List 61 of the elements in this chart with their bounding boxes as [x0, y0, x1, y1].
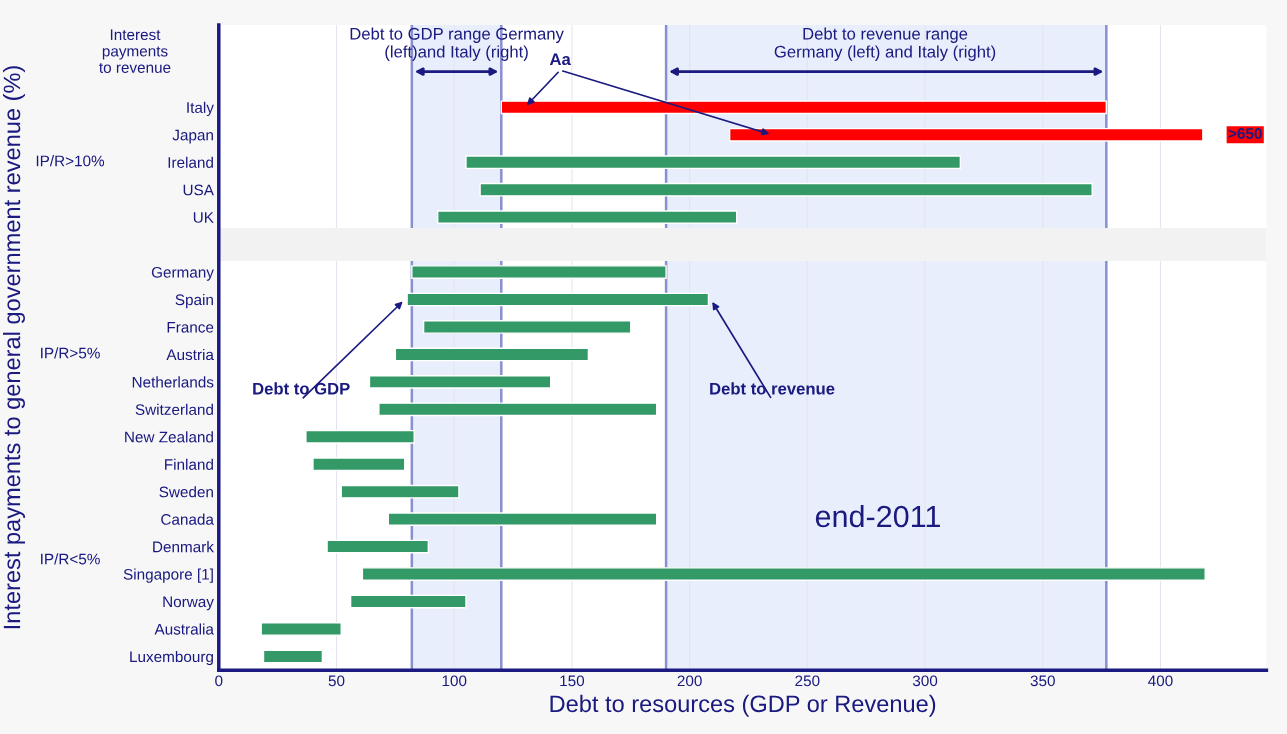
x-tick-label: 250 [795, 675, 820, 687]
y-tick-label: Australia [154, 623, 214, 635]
x-tick-label: 100 [442, 675, 467, 687]
bar [340, 484, 460, 499]
y-tick-label: USA [183, 184, 214, 196]
y-tick-label: Luxembourg [130, 650, 213, 666]
bar [479, 182, 1093, 197]
y-tick-label: Ireland [168, 156, 213, 168]
text: Interest payments to revenue [99, 29, 171, 73]
y-tick-label: Norway [163, 596, 214, 611]
x-tick-label: 300 [912, 675, 938, 687]
bar [349, 594, 467, 609]
bar [465, 155, 962, 170]
y-tick-label: Spain [175, 293, 213, 309]
y-tick-label: Singapore [1] [123, 568, 213, 583]
text: Debt to revenue range Germany (left) and Italy (right) [774, 27, 996, 61]
text: IP/R>5% [41, 347, 100, 359]
text: IP/R<5% [41, 553, 100, 565]
x-tick-label: 400 [1148, 675, 1173, 687]
bar [368, 374, 552, 389]
annotation: Debt to GDP [253, 382, 350, 395]
bar [378, 402, 658, 417]
annotation: Aa [549, 53, 571, 66]
y-tick-label: Sweden [159, 486, 213, 498]
y-tick-label: New Zealand [125, 431, 213, 443]
y-tick-label: France [167, 321, 214, 333]
bar [406, 292, 710, 307]
bar [326, 539, 430, 554]
y-tick-label: Canada [161, 513, 214, 525]
x-tick-label: 50 [328, 675, 345, 687]
bar [728, 127, 1204, 142]
y-tick-label: UK [193, 212, 214, 223]
y-axis-title: Interest payments to general government revenue (%) [2, 66, 25, 629]
y-tick-label: Germany [151, 266, 214, 281]
text: IP/R>10% [36, 155, 105, 167]
bar [262, 649, 324, 664]
bar [500, 100, 1108, 115]
bar [394, 347, 590, 362]
x-tick-label: 200 [677, 675, 702, 687]
bar [411, 265, 667, 279]
bar [422, 320, 632, 334]
y-tick-label: Switzerland [135, 403, 213, 416]
x-tick-label: 0 [215, 675, 223, 687]
y-tick-label: Italy [187, 101, 214, 117]
bar [305, 429, 415, 444]
x-axis-title: Debt to resources (GDP or Revenue) [550, 694, 936, 717]
annotation: Debt to revenue [710, 382, 835, 395]
y-tick-label: Austria [166, 348, 214, 361]
y-tick-label: Denmark [153, 541, 214, 553]
annotation: >650 [1228, 128, 1262, 139]
bar [260, 622, 342, 636]
bar [387, 512, 658, 527]
x-tick-label: 150 [560, 675, 585, 687]
annotation: end-2011 [815, 504, 940, 528]
y-tick-label: Finland [165, 458, 213, 470]
y-tick-label: Japan [172, 129, 213, 144]
bar [437, 210, 738, 225]
x-tick-label: 350 [1030, 675, 1055, 687]
bar [312, 457, 406, 472]
bar [361, 567, 1206, 581]
y-tick-label: Netherlands [132, 376, 214, 388]
